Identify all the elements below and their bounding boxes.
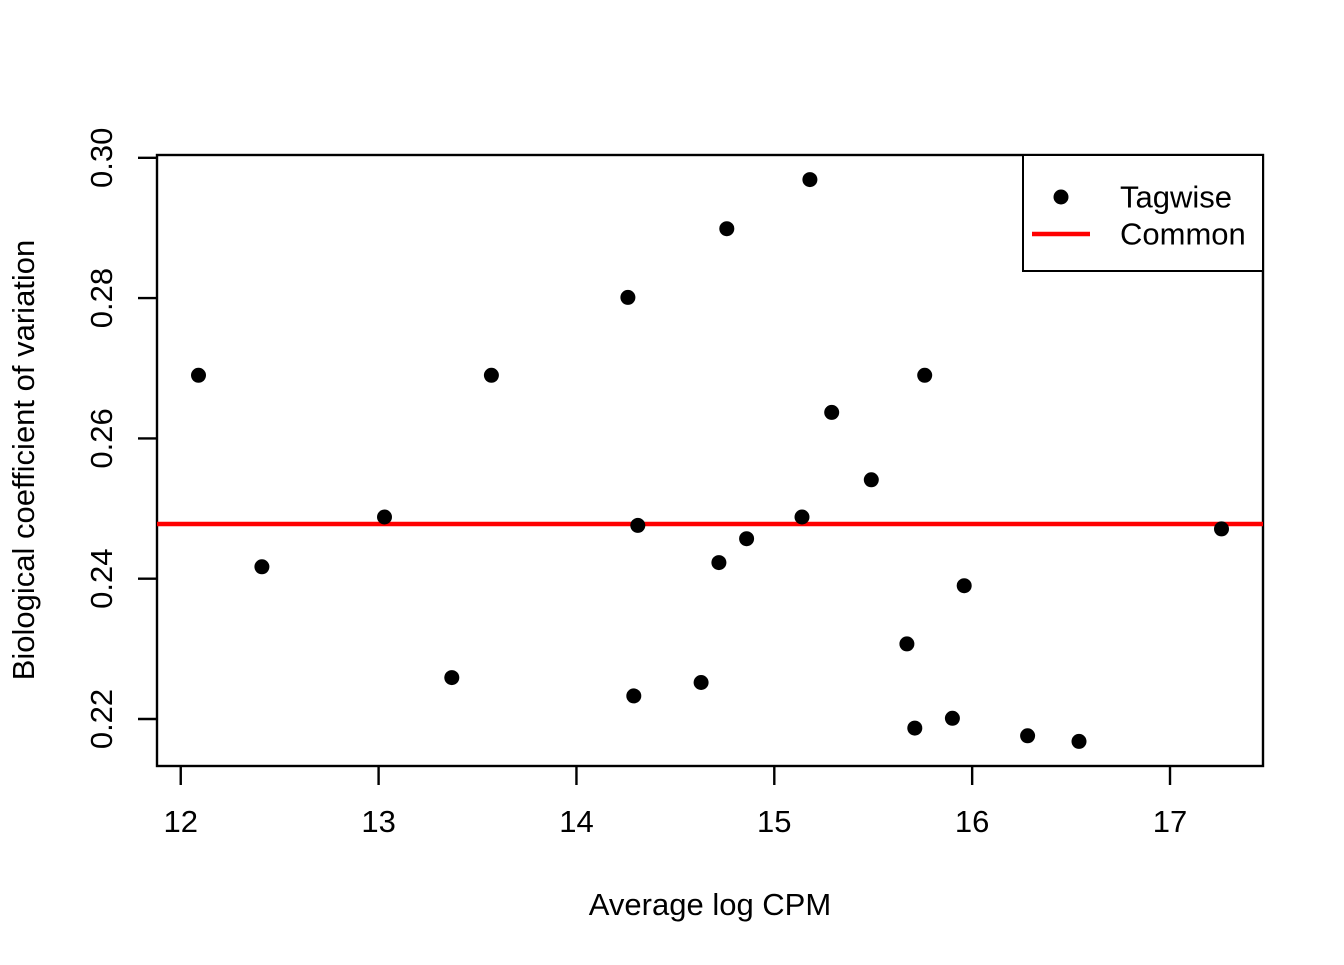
legend-point-marker-icon (1053, 189, 1069, 205)
legend-box (1022, 154, 1264, 272)
x-tick-label: 14 (559, 804, 593, 839)
y-tick-label: 0.30 (84, 128, 119, 188)
data-point (917, 367, 933, 383)
data-point (944, 710, 960, 726)
data-point (483, 367, 499, 383)
y-tick-label: 0.22 (84, 689, 119, 749)
data-point (794, 509, 810, 525)
data-point (863, 472, 879, 488)
data-point (907, 720, 923, 736)
data-point (630, 517, 646, 533)
data-point (824, 404, 840, 420)
x-tick-label: 17 (1153, 804, 1187, 839)
x-tick-label: 16 (955, 804, 989, 839)
data-point (1071, 733, 1087, 749)
legend-label-tagwise: Tagwise (1120, 180, 1232, 215)
x-tick-label: 15 (757, 804, 791, 839)
x-tick-label: 12 (164, 804, 198, 839)
data-point (802, 172, 818, 188)
tagwise-points (191, 172, 1229, 749)
data-point (739, 531, 755, 547)
y-tick-label: 0.26 (84, 408, 119, 468)
data-point (626, 688, 642, 704)
y-axis: 0.22 0.24 0.26 0.28 0.30 (84, 128, 157, 749)
y-axis-title: Biological coefficient of variation (6, 240, 41, 681)
data-point (956, 578, 972, 594)
y-tick-label: 0.24 (84, 549, 119, 609)
x-axis: 12 13 14 15 16 17 (164, 766, 1187, 839)
data-point (1214, 521, 1229, 537)
data-point (1020, 728, 1036, 744)
x-axis-title: Average log CPM (589, 887, 831, 922)
data-point (620, 289, 636, 305)
plot-box (155, 153, 1265, 768)
data-point (191, 367, 206, 383)
data-point (377, 509, 392, 525)
data-point (711, 555, 727, 571)
data-point (719, 221, 735, 237)
x-tick-label: 13 (361, 804, 395, 839)
y-tick-label: 0.28 (84, 268, 119, 328)
data-point (899, 636, 915, 652)
data-point (444, 670, 460, 686)
legend-label-common: Common (1120, 217, 1246, 252)
legend: Tagwise Common (1022, 154, 1264, 272)
data-point (254, 559, 270, 575)
data-point (693, 675, 709, 690)
